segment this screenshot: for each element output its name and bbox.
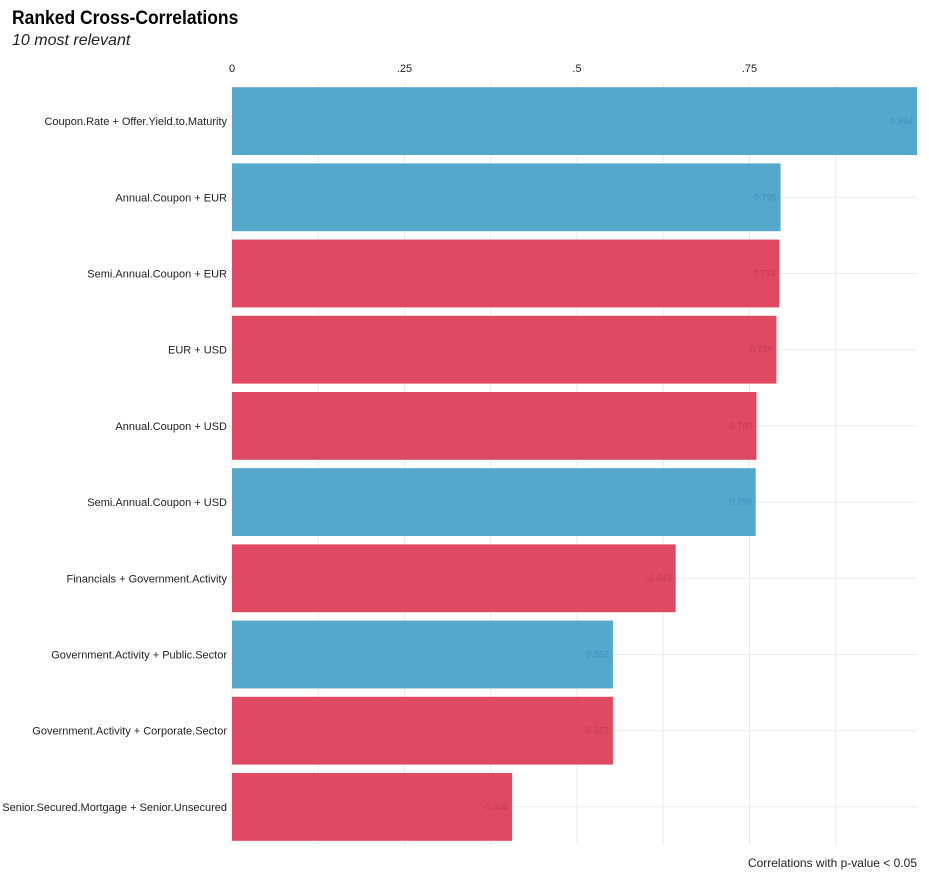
bar-value-label: 0.759 <box>729 497 752 507</box>
bar-value-label: -0.406 <box>483 802 509 812</box>
bar-value-label: -0.760 <box>727 421 753 431</box>
category-label: Semi.Annual.Coupon + EUR <box>87 269 227 281</box>
bar <box>232 239 780 308</box>
category-label: Coupon.Rate + Offer.Yield.to.Maturity <box>44 116 227 128</box>
bar-value-label: -0.552 <box>583 726 609 736</box>
x-axis-ticks: 0 .25 .5 .75 <box>229 63 757 75</box>
bar <box>232 315 777 384</box>
bar <box>232 468 756 537</box>
category-label: Government.Activity + Public.Sector <box>51 650 227 662</box>
category-labels: Coupon.Rate + Offer.Yield.to.Maturity Ann… <box>2 116 227 814</box>
chart-title: Ranked Cross-Correlations <box>12 8 239 29</box>
category-label: Senior.Secured.Mortgage + Senior.Unsecur… <box>2 802 227 814</box>
bar-value-label: 0.795 <box>754 192 777 202</box>
x-tick-label: .25 <box>397 63 412 75</box>
chart-caption: Correlations with p-value < 0.05 <box>747 856 917 870</box>
bar <box>232 772 513 841</box>
bar-value-label: -0.793 <box>750 269 776 279</box>
chart-subtitle: 10 most relevant <box>12 32 131 49</box>
bar-value-label: -0.789 <box>747 345 773 355</box>
bar <box>232 87 917 156</box>
category-label: Annual.Coupon + EUR <box>115 192 227 204</box>
category-label: Financials + Government.Activity <box>67 573 228 585</box>
bar-value-label: -0.643 <box>646 573 672 583</box>
bar-value-label: 0.552 <box>586 650 609 660</box>
x-tick-label: .75 <box>742 63 757 75</box>
bar <box>232 391 757 460</box>
bar <box>232 544 676 613</box>
bars: 0.994 0.795 -0.793 -0.789 -0.760 0.759 -0.643 0… <box>232 87 917 841</box>
category-label: Annual.Coupon + USD <box>115 421 227 433</box>
bar <box>232 620 613 689</box>
x-tick-label: 0 <box>229 63 235 75</box>
x-tick-label: .5 <box>572 63 581 75</box>
category-label: EUR + USD <box>168 345 227 357</box>
bar <box>232 163 781 232</box>
bar <box>232 696 613 765</box>
bar-value-label: 0.994 <box>890 116 913 126</box>
category-label: Semi.Annual.Coupon + USD <box>87 497 227 509</box>
category-label: Government.Activity + Corporate.Sector <box>32 726 227 738</box>
